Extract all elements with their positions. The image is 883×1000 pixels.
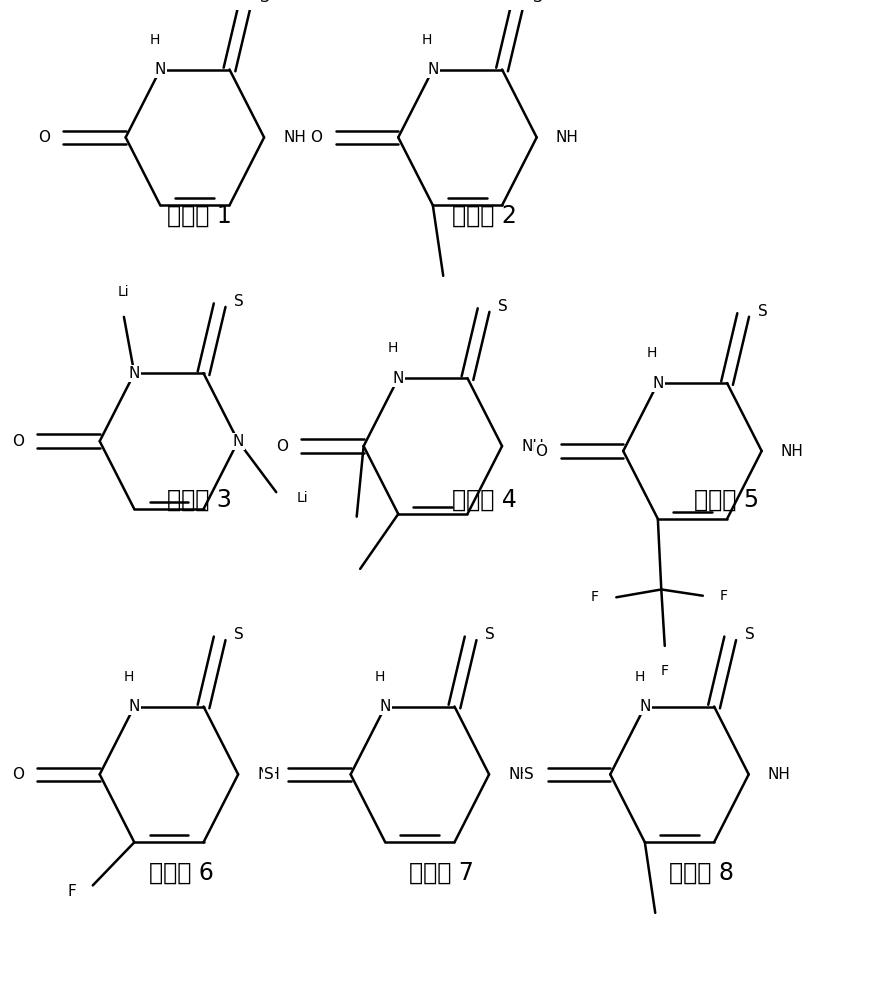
- Text: NH: NH: [555, 130, 578, 145]
- Text: S: S: [485, 627, 494, 642]
- Text: H: H: [149, 33, 160, 47]
- Text: O: O: [311, 130, 322, 145]
- Text: 化合物 8: 化合物 8: [668, 860, 734, 884]
- Text: H: H: [422, 33, 433, 47]
- Text: O: O: [535, 444, 547, 458]
- Text: N: N: [129, 699, 140, 714]
- Text: S: S: [260, 0, 270, 5]
- Text: F: F: [68, 884, 76, 899]
- Text: NH: NH: [521, 439, 544, 454]
- Text: NH: NH: [767, 767, 790, 782]
- Text: NH: NH: [283, 130, 306, 145]
- Text: S: S: [234, 294, 244, 309]
- Text: S: S: [234, 627, 244, 642]
- Text: 化合物 2: 化合物 2: [452, 204, 517, 228]
- Text: 化合物 7: 化合物 7: [409, 860, 474, 884]
- Text: 化合物 3: 化合物 3: [167, 488, 231, 512]
- Text: N: N: [639, 699, 651, 714]
- Text: S: S: [744, 627, 754, 642]
- Text: O: O: [12, 767, 24, 782]
- Text: S: S: [498, 299, 508, 314]
- Text: N: N: [427, 62, 439, 77]
- Text: F: F: [720, 589, 728, 603]
- Text: H: H: [634, 670, 645, 684]
- Text: N: N: [380, 699, 391, 714]
- Text: S: S: [264, 767, 274, 782]
- Text: H: H: [388, 341, 398, 355]
- Text: NH: NH: [257, 767, 280, 782]
- Text: NH: NH: [508, 767, 531, 782]
- Text: N: N: [393, 371, 404, 386]
- Text: F: F: [660, 664, 668, 678]
- Text: O: O: [275, 439, 288, 454]
- Text: N: N: [155, 62, 166, 77]
- Text: 化合物 5: 化合物 5: [695, 488, 759, 512]
- Text: O: O: [12, 434, 24, 449]
- Text: Li: Li: [297, 491, 308, 505]
- Text: H: H: [374, 670, 385, 684]
- Text: NH: NH: [781, 444, 804, 458]
- Text: S: S: [524, 767, 533, 782]
- Text: 化合物 6: 化合物 6: [149, 860, 215, 884]
- Text: O: O: [38, 130, 50, 145]
- Text: N: N: [129, 366, 140, 381]
- Text: S: S: [758, 304, 767, 319]
- Text: H: H: [647, 346, 658, 360]
- Text: S: S: [532, 0, 542, 5]
- Text: 化合物 4: 化合物 4: [452, 488, 517, 512]
- Text: 化合物 1: 化合物 1: [167, 204, 231, 228]
- Text: H: H: [124, 670, 134, 684]
- Text: Li: Li: [118, 285, 130, 299]
- Text: F: F: [590, 590, 598, 604]
- Text: N: N: [232, 434, 244, 449]
- Text: N: N: [653, 376, 663, 391]
